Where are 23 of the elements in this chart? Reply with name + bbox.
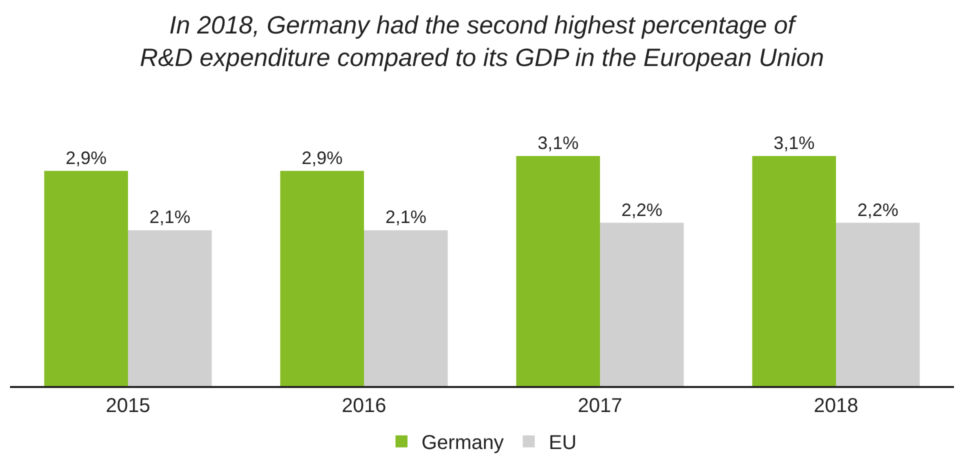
data-label: 2,9% — [66, 148, 107, 168]
bar — [364, 230, 448, 386]
bar — [128, 230, 212, 386]
data-label: 2,1% — [385, 207, 426, 228]
legend-label: Germany — [422, 432, 504, 454]
legend-label: EU — [548, 432, 577, 454]
data-label: 3,1% — [774, 133, 815, 153]
bar — [836, 222, 920, 386]
bar — [600, 222, 684, 386]
data-label: 2,2% — [857, 200, 898, 220]
bar — [516, 156, 600, 386]
x-tick-label: 2015 — [106, 394, 150, 417]
bar — [44, 170, 128, 386]
x-tick-label: 2016 — [342, 394, 386, 417]
x-tick-label: 2017 — [578, 394, 622, 417]
data-label: 2,2% — [621, 200, 662, 220]
chart-title: In 2018, Germany had the second highest percentage of R&D expenditure compared to its GDP in the European Union — [140, 11, 824, 72]
bar — [752, 156, 836, 386]
bar — [280, 170, 364, 386]
data-label: 3,1% — [538, 133, 579, 153]
data-label: 2,1% — [149, 207, 190, 228]
x-tick-label: 2018 — [814, 394, 858, 417]
data-label: 2,9% — [302, 148, 343, 168]
